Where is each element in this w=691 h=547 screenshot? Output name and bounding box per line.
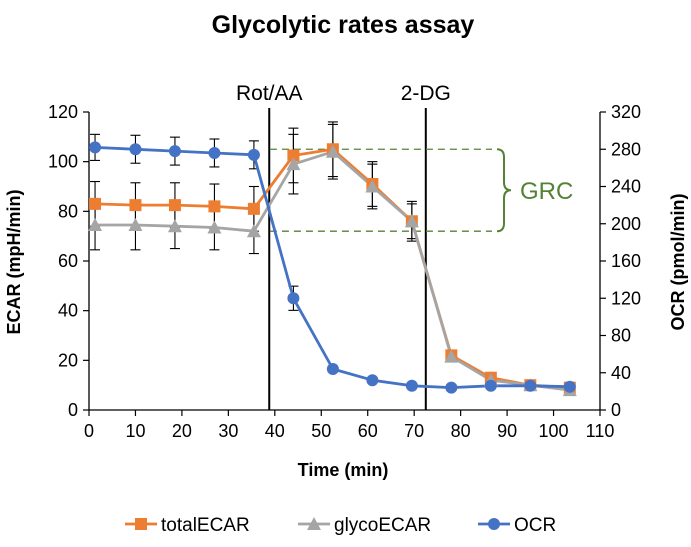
x-tick-label: 70 (404, 421, 424, 441)
glycoecar-point (167, 219, 182, 233)
ocr-point (524, 379, 537, 392)
ocr-point (326, 363, 339, 376)
x-tick-label: 60 (358, 421, 378, 441)
y-right-tick-label: 40 (611, 363, 631, 383)
x-tick-label: 90 (497, 421, 517, 441)
axes: 0 10 20 30 40 50 60 70 80 90 100 110020406080100120… (48, 102, 641, 441)
x-tick-label: 110 (586, 421, 615, 441)
ocr-point (563, 380, 576, 393)
glycoecar-point (207, 220, 222, 234)
totalecar-point (168, 199, 181, 212)
y-right-tick-label: 280 (611, 139, 641, 159)
injection-label: Rot/AA (236, 82, 303, 105)
error-bars (90, 121, 575, 394)
glycoecar-point (444, 349, 459, 363)
y-right-tick-label: 80 (611, 326, 631, 346)
legend-totalecar-label: totalECAR (161, 515, 250, 536)
ocr-point (287, 292, 300, 305)
y-left-tick-label: 0 (68, 400, 78, 420)
x-tick-label: 30 (218, 421, 238, 441)
totalecar-point (247, 202, 260, 215)
annotations: Rot/AA 2-DG GRC (236, 82, 573, 410)
ocr-point (168, 145, 181, 158)
totalecar-point (89, 197, 102, 210)
legend: totalECAR glycoECAR OCR (125, 515, 556, 536)
y-right-tick-label: 200 (611, 214, 641, 234)
y-right-tick-label: 120 (611, 288, 641, 308)
glycoecar-point (325, 144, 340, 158)
x-tick-label: 10 (125, 421, 145, 441)
glycoecar-point (128, 217, 143, 231)
glycoecar-line (95, 150, 570, 392)
legend-glycoecar-marker (307, 517, 321, 530)
chart-title: Glycolytic rates assay (212, 11, 475, 39)
y-left-tick-label: 100 (48, 152, 78, 172)
y-left-tick-label: 20 (58, 350, 78, 370)
x-tick-label: 100 (539, 421, 569, 441)
y-left-tick-label: 60 (58, 251, 78, 271)
legend-ocr-label: OCR (514, 515, 556, 536)
ocr-point (445, 381, 458, 394)
glycoecar-point (88, 217, 103, 231)
ocr-point (247, 148, 260, 161)
y-right-tick-label: 320 (611, 102, 641, 122)
x-tick-label: 20 (172, 421, 192, 441)
x-tick-label: 50 (311, 421, 331, 441)
totalecar-point (208, 200, 221, 213)
x-tick-label: 80 (451, 421, 471, 441)
series-lines (94, 146, 570, 392)
y-left-tick-label: 80 (58, 201, 78, 221)
totalecar-point (287, 149, 300, 162)
x-axis-label: Time (min) (298, 460, 389, 480)
ocr-point (208, 146, 221, 159)
glycoecar-point (365, 179, 380, 193)
x-tick-label: 40 (265, 421, 285, 441)
grc-brace (496, 148, 512, 233)
legend-glycoecar-label: glycoECAR (334, 515, 431, 536)
y-right-tick-label: 0 (611, 400, 621, 420)
series-markers (88, 141, 577, 397)
y-right-tick-label: 240 (611, 177, 641, 197)
legend-ocr-marker (488, 518, 500, 530)
glycoecar-point (246, 224, 261, 238)
x-tick-label: 0 (84, 421, 94, 441)
glycoecar-point (286, 157, 301, 171)
ocr-line (94, 146, 570, 390)
ocr-point (366, 374, 379, 387)
glycoecar-point (404, 214, 419, 228)
ocr-point (484, 379, 497, 392)
y-axis-right-label: OCR (pmol/min) (668, 194, 688, 331)
ocr-point (129, 143, 142, 156)
y-axis-left-label: ECAR (mpH/min) (4, 190, 24, 335)
legend-totalecar-marker (135, 518, 147, 530)
injection-label: 2-DG (401, 82, 451, 105)
ocr-point (89, 141, 102, 154)
totalecar-line (94, 147, 570, 389)
y-right-tick-label: 160 (611, 251, 641, 271)
y-left-tick-label: 120 (48, 102, 78, 122)
y-left-tick-label: 40 (58, 301, 78, 321)
totalecar-point (129, 199, 142, 212)
grc-label: GRC (520, 178, 573, 205)
ocr-point (405, 379, 418, 392)
